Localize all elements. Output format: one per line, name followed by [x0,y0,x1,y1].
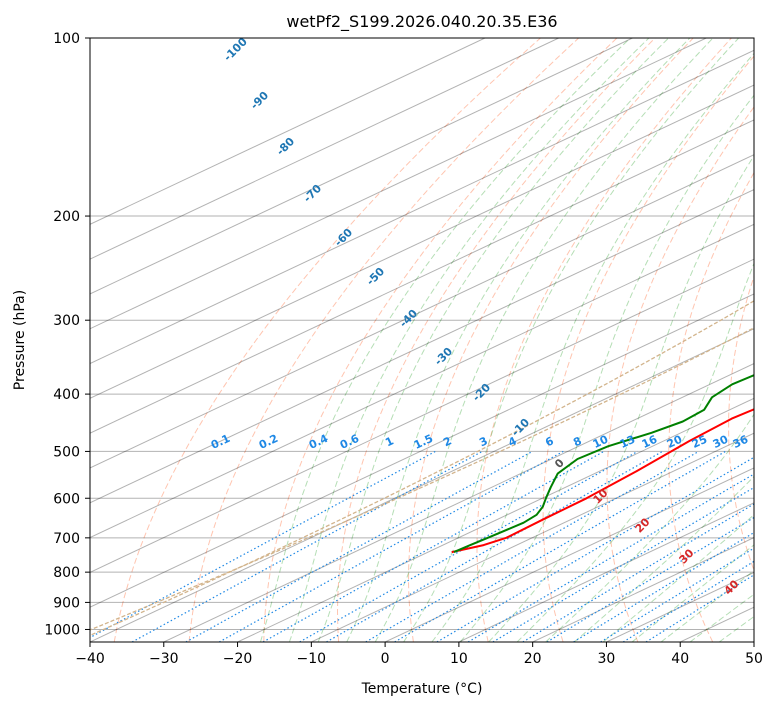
isotherm-line [90,38,633,295]
y-tick-label: 200 [53,209,80,225]
profile-lines [451,374,754,554]
isotherm-line [90,38,486,225]
mixing-ratio-line [185,450,533,642]
y-tick-label: 100 [53,31,80,47]
dry-adiabat [113,38,541,642]
x-tick-label: 10 [450,651,468,667]
x-tick-label: 0 [381,651,390,667]
isotherm-line [384,467,754,642]
moist-adiabat [573,475,754,642]
isotherm-line [90,84,754,399]
x-axis-title: Temperature (°C) [361,681,483,697]
dry-adiabat [542,55,754,642]
moist-adiabat [516,262,754,642]
mixing-ratio-line [90,450,436,639]
isotherm-line [90,119,754,434]
y-tick-label: 1000 [44,622,80,638]
dry-adiabat [263,38,618,642]
moist-adiabat [346,38,691,642]
reference-curve [90,327,754,631]
x-tick-label: −30 [149,651,179,667]
plot-frame [89,37,755,643]
isotherm-line [90,38,707,330]
mixing-ratio-line [467,473,754,642]
isotherm-line [90,258,754,573]
moist-adiabat [602,514,754,642]
mixing-ratio-line [622,560,754,642]
isotherm-line [163,362,754,642]
mixing-ratio-label: 30 [711,433,731,451]
axes: −40 −30 −20 −10 0 10 20 30 40 50 100 200 300 400 500 60… [44,31,763,667]
isotherm-line [90,293,754,608]
y-tick-label: 400 [53,387,80,403]
moist-adiabat [631,544,754,642]
x-tick-label: 20 [524,651,542,667]
x-tick-label: 40 [671,651,689,667]
dry-adiabat [188,38,580,642]
mixing-ratio-label: 16 [640,433,660,451]
x-tick-label: 50 [745,651,763,667]
y-tick-label: 700 [53,531,80,547]
y-tick-label: 600 [53,491,80,507]
dry-adiabat [606,106,754,642]
dewpoint-profile-line [453,374,754,554]
mixing-ratio-label: 10 [591,433,611,451]
moist-adiabat [488,154,754,642]
isotherm-line [90,38,559,260]
isotherm-line [90,49,754,365]
mixing-ratio-line [600,547,754,642]
chart-title: wetPf2_S199.2026.040.20.35.E36 [286,12,557,32]
y-tick-label: 800 [53,565,80,581]
moist-adiabat [545,413,754,642]
mixing-ratio-label: 25 [690,433,709,451]
mixing-ratio-line [262,450,605,642]
x-tick-label: −10 [297,651,327,667]
moist-adiabat [431,52,754,642]
isotherm-line [90,223,754,539]
isotherm-line [532,537,754,642]
isotherm-line [753,641,754,642]
mixing-ratio-line [573,531,754,642]
plot-grid [90,38,754,642]
mixing-ratio-label: 20 [665,433,685,451]
isotherm-line [311,432,754,642]
mixing-ratio-label: 13 [618,433,637,451]
reference-curve [90,300,754,637]
y-tick-label: 900 [53,595,80,611]
dry-adiabat [407,38,694,642]
mixing-ratio-line [326,450,663,642]
isotherm-line [90,188,754,504]
mixing-ratio-line [218,450,564,642]
mixing-ratio-line [436,456,754,642]
isotherm-line [237,397,754,642]
moist-adiabat [374,38,714,642]
y-axis-title: Pressure (hPa) [12,290,28,390]
y-tick-label: 500 [53,444,80,460]
dry-adiabat [668,171,754,642]
moist-adiabat [459,94,754,642]
isotherm-line [458,502,754,642]
temperature-profile-line [451,408,754,554]
mixing-ratio-line [546,516,754,642]
moist-adiabat [403,38,740,642]
isotherm-line [90,154,754,469]
dry-adiabat [728,275,754,572]
mixing-ratio-line [645,574,754,642]
x-tick-label: −40 [75,651,105,667]
mixing-ratio-label: 36 [731,433,751,451]
moist-adiabat [317,38,669,642]
dry-adiabat [336,38,656,642]
mixing-ratio-line [131,450,483,642]
x-tick-label: −20 [223,651,253,667]
x-tick-label: 30 [598,651,616,667]
plot-background [90,38,754,642]
y-tick-label: 300 [53,313,80,329]
moist-adiabat [288,38,650,642]
